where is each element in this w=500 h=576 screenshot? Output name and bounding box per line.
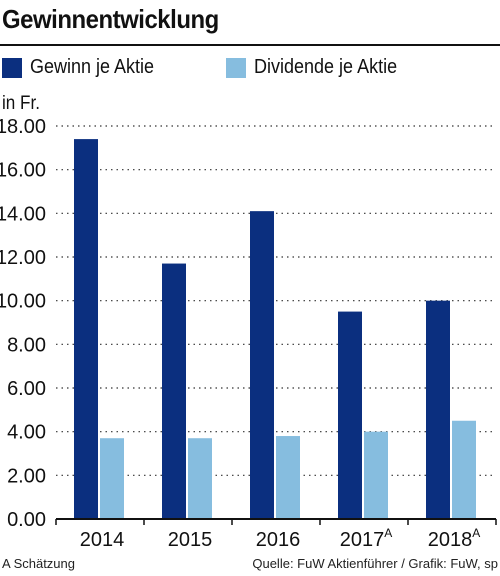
x-tick-label: 2015 bbox=[168, 529, 213, 551]
y-tick-label: 8.00 bbox=[7, 334, 46, 356]
footnote: A Schätzung bbox=[2, 556, 75, 571]
y-tick-label: 4.00 bbox=[7, 422, 46, 444]
y-axis-unit: in Fr. bbox=[2, 93, 41, 114]
x-tick-label: 2016 bbox=[256, 529, 301, 551]
bar-dividende-2017 bbox=[364, 431, 388, 519]
y-tick-label: 16.00 bbox=[0, 160, 46, 182]
legend-item-dividende: Dividende je Aktie bbox=[226, 56, 413, 79]
bar-gewinn-2014 bbox=[74, 139, 98, 519]
legend-swatch-gewinn bbox=[2, 57, 22, 78]
y-tick-label: 12.00 bbox=[0, 247, 46, 269]
y-tick-label: 10.00 bbox=[0, 291, 46, 313]
x-tick-label: 2014 bbox=[80, 529, 125, 551]
x-tick-label: 2018A bbox=[428, 526, 481, 551]
bar-gewinn-2016 bbox=[250, 211, 274, 519]
title-rule bbox=[0, 44, 500, 46]
chart-title: Gewinnentwicklung bbox=[2, 4, 219, 34]
bar-dividende-2015 bbox=[188, 438, 212, 519]
y-tick-label: 18.00 bbox=[0, 116, 46, 138]
bar-dividende-2014 bbox=[100, 438, 124, 519]
bar-dividende-2016 bbox=[276, 436, 300, 519]
bar-gewinn-2015 bbox=[162, 263, 186, 519]
bar-gewinn-2017 bbox=[338, 311, 362, 519]
x-tick-label: 2017A bbox=[340, 526, 393, 551]
legend: Gewinn je Aktie Dividende je Aktie bbox=[0, 56, 500, 82]
bar-dividende-2018 bbox=[452, 420, 476, 519]
bar-gewinn-2018 bbox=[426, 300, 450, 519]
source-note: Quelle: FuW Aktienführer / Grafik: FuW, … bbox=[252, 556, 498, 571]
y-tick-label: 2.00 bbox=[7, 465, 46, 487]
y-tick-label: 0.00 bbox=[7, 509, 46, 531]
legend-label-dividende: Dividende je Aktie bbox=[254, 56, 398, 78]
y-tick-label: 6.00 bbox=[7, 378, 46, 400]
y-tick-label: 14.00 bbox=[0, 203, 46, 225]
legend-label-gewinn: Gewinn je Aktie bbox=[30, 56, 155, 78]
legend-item-gewinn: Gewinn je Aktie bbox=[2, 56, 168, 79]
legend-swatch-dividende bbox=[226, 57, 246, 78]
